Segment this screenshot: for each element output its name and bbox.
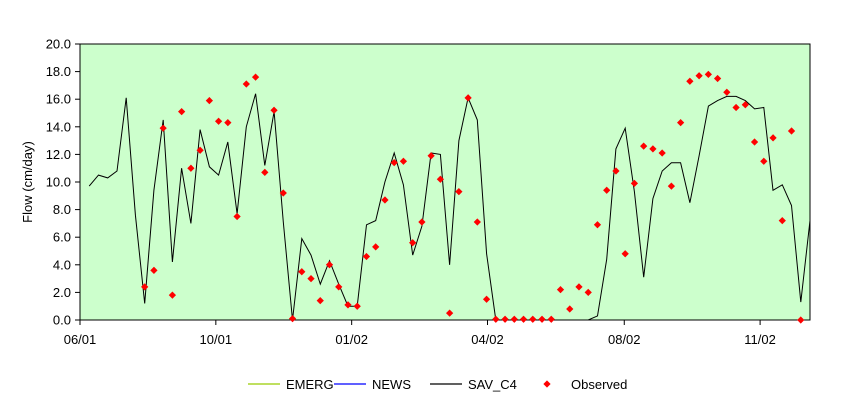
observed-point xyxy=(298,268,306,276)
observed-point xyxy=(372,243,380,251)
x-tick-label: 10/01 xyxy=(200,332,233,347)
observed-point xyxy=(178,107,186,116)
legend: EMERG NEWS SAV_C4 Observed xyxy=(248,377,627,392)
observed-point xyxy=(704,70,712,78)
observed-point xyxy=(741,101,749,109)
observed-point xyxy=(787,127,796,135)
observed-point xyxy=(409,239,417,247)
observed-point xyxy=(529,315,537,323)
observed-point xyxy=(251,73,260,81)
x-tick-label: 01/02 xyxy=(335,332,368,347)
observed-point xyxy=(593,221,602,229)
observed-point xyxy=(695,72,703,80)
observed-point xyxy=(427,152,435,160)
observed-point xyxy=(760,157,768,165)
y-tick-label: 6.0 xyxy=(53,230,71,245)
observed-point xyxy=(307,274,315,283)
observed-point xyxy=(436,175,445,183)
observed-point xyxy=(723,88,731,96)
observed-point xyxy=(732,103,740,112)
y-tick-label: 8.0 xyxy=(53,202,71,217)
observed-point xyxy=(242,80,250,88)
observed-point xyxy=(797,316,805,324)
observed-point xyxy=(501,315,509,323)
x-tick-label: 06/01 xyxy=(64,332,97,347)
observed-point xyxy=(445,309,454,317)
y-axis-title: Flow (cm/day) xyxy=(20,141,35,223)
observed-point xyxy=(141,283,149,291)
observed-point xyxy=(713,74,722,83)
observed-point xyxy=(612,167,620,175)
observed-point xyxy=(205,96,213,105)
observed-point xyxy=(455,188,463,196)
observed-point xyxy=(464,94,472,102)
observed-point xyxy=(603,186,611,194)
observed-point xyxy=(566,305,574,313)
plot-area xyxy=(79,43,811,321)
observed-point xyxy=(667,182,676,190)
y-tick-label: 14.0 xyxy=(46,119,71,134)
observed-point xyxy=(325,261,334,269)
y-tick-label: 4.0 xyxy=(53,257,71,272)
observed-point xyxy=(547,315,555,323)
observed-point xyxy=(640,142,648,150)
legend-swatch-observed xyxy=(543,380,551,388)
legend-label-observed: Observed xyxy=(571,377,627,392)
y-tick-label: 10.0 xyxy=(46,175,71,190)
x-tick-label: 11/02 xyxy=(744,332,776,347)
observed-point xyxy=(510,315,518,323)
observed-point xyxy=(584,288,592,297)
observed-point xyxy=(316,297,324,305)
observed-point xyxy=(196,146,204,154)
observed-point xyxy=(335,283,343,291)
observed-point xyxy=(214,117,223,125)
observed-point xyxy=(150,266,158,274)
observed-point xyxy=(399,157,408,165)
series-line-sav-c4 xyxy=(88,93,811,321)
observed-point xyxy=(538,315,546,323)
observed-point xyxy=(381,196,389,204)
legend-label-emerg: EMERG xyxy=(286,377,334,392)
observed-point xyxy=(224,119,232,127)
x-tick-label: 04/02 xyxy=(471,332,504,347)
observed-point xyxy=(630,179,639,188)
observed-point xyxy=(575,283,583,291)
observed-point xyxy=(519,315,528,323)
y-tick-label: 18.0 xyxy=(46,64,71,79)
observed-point xyxy=(750,138,759,146)
observed-point xyxy=(778,217,786,225)
y-tick-label: 0.0 xyxy=(53,313,71,328)
observed-point xyxy=(649,145,657,153)
observed-point xyxy=(288,314,297,323)
observed-point xyxy=(362,252,371,261)
observed-point xyxy=(233,212,241,221)
observed-point xyxy=(492,315,500,323)
observed-point xyxy=(159,124,167,132)
observed-point xyxy=(344,301,352,309)
legend-label-news: NEWS xyxy=(372,377,411,392)
y-tick-label: 2.0 xyxy=(53,285,71,300)
observed-point xyxy=(658,149,666,157)
x-tick-label: 08/02 xyxy=(608,332,641,347)
y-tick-label: 12.0 xyxy=(46,147,71,162)
observed-point xyxy=(261,168,269,176)
observed-point xyxy=(482,295,491,303)
observed-point xyxy=(418,218,426,226)
observed-point xyxy=(168,291,177,299)
y-tick-label: 16.0 xyxy=(46,92,71,107)
observed-point xyxy=(686,77,694,85)
observed-point xyxy=(270,106,278,114)
observed-point xyxy=(279,189,287,197)
legend-label-sav-c4: SAV_C4 xyxy=(468,377,517,392)
observed-point xyxy=(621,250,629,258)
observed-point xyxy=(353,302,361,310)
observed-point xyxy=(473,218,481,226)
observed-point xyxy=(769,134,777,142)
y-tick-label: 20.0 xyxy=(46,37,71,52)
observed-point xyxy=(677,119,685,127)
observed-point xyxy=(187,164,195,172)
observed-point xyxy=(390,159,398,167)
observed-point xyxy=(556,286,565,294)
